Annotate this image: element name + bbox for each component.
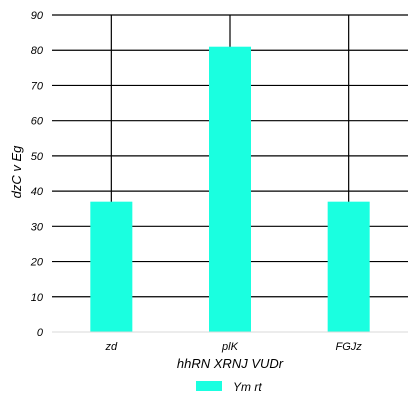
y-tick-label: 90: [31, 10, 44, 22]
y-tick-label: 20: [30, 257, 44, 269]
legend-label: Ym rt: [233, 380, 262, 394]
bars: [90, 46, 370, 332]
x-tick-label: zd: [105, 341, 119, 353]
y-tick-label: 30: [31, 221, 44, 233]
y-tick-label: 10: [31, 292, 44, 304]
y-tick-label: 50: [31, 151, 44, 163]
x-tick-label: plK: [221, 341, 239, 353]
y-tick-label: 80: [31, 45, 44, 57]
y-tick-label: 40: [31, 186, 44, 198]
y-tick-label: 60: [31, 116, 44, 128]
bar-plK: [209, 46, 251, 332]
bar-zd: [90, 201, 133, 332]
y-tick-label: 70: [31, 80, 44, 92]
tick-labels: 0 10 20 30 40 50 60 70 80 90 zd plK FGJz: [30, 10, 363, 353]
x-tick-label: FGJz: [336, 341, 363, 353]
y-axis-label: dzC v Eg: [9, 145, 24, 199]
legend-swatch: [196, 381, 222, 391]
y-tick-label: 0: [37, 327, 44, 339]
x-axis-label: hhRN XRNJ VUDr: [177, 356, 284, 371]
legend: Ym rt: [196, 380, 262, 394]
bar-FGJz: [327, 201, 370, 332]
